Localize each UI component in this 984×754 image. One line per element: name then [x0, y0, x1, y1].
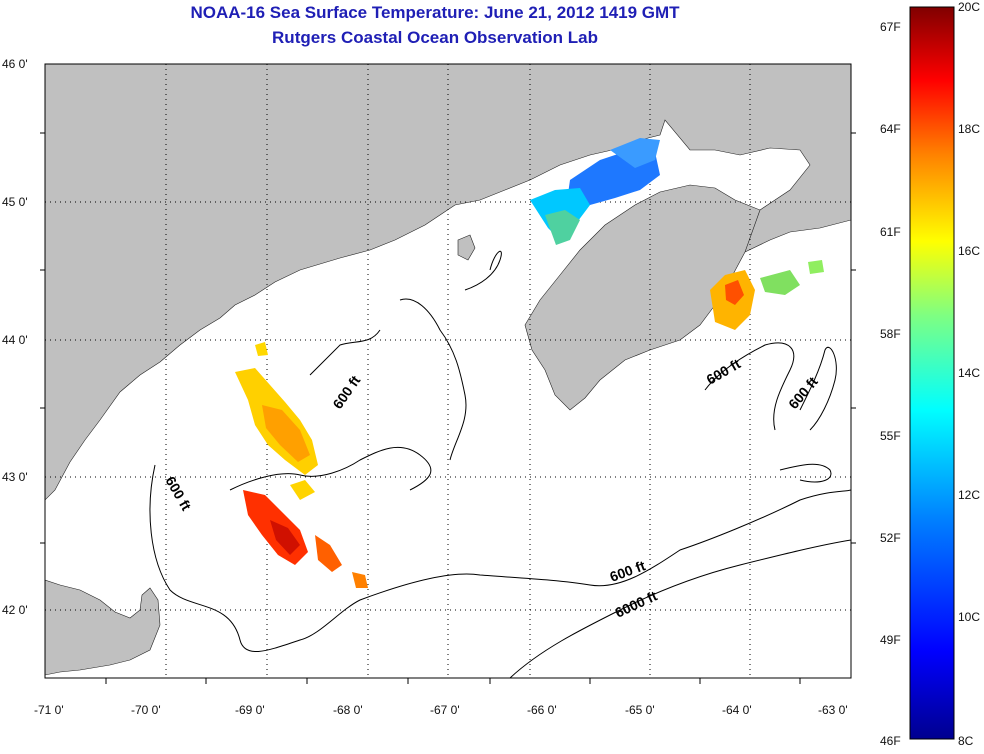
cbar-f-58: 58F	[880, 327, 901, 341]
lon-label-63: -63 0'	[818, 703, 848, 717]
sst-patches-fundy	[530, 138, 660, 245]
cbar-f-49: 49F	[880, 633, 901, 647]
lon-label-64: -64 0'	[722, 703, 752, 717]
lon-label-69: -69 0'	[235, 703, 265, 717]
lon-label-66: -66 0'	[527, 703, 557, 717]
sst-patches-gom	[235, 342, 368, 588]
lon-label-71: -71 0'	[34, 703, 64, 717]
cbar-f-55: 55F	[880, 429, 901, 443]
cbar-c-20: 20C	[958, 0, 981, 14]
island-land	[457, 234, 476, 261]
depth-contours	[149, 250, 851, 678]
cbar-c-8: 8C	[958, 734, 974, 748]
sst-patches-ns	[710, 260, 824, 330]
lon-label-70: -70 0'	[131, 703, 161, 717]
cbar-f-61: 61F	[880, 225, 901, 239]
cbar-f-64: 64F	[880, 122, 901, 136]
chart-subtitle: Rutgers Coastal Ocean Observation Lab	[272, 28, 598, 47]
cape-cod-land	[45, 579, 161, 676]
chart-title: NOAA-16 Sea Surface Temperature: June 21…	[190, 3, 680, 22]
cbar-f-67: 67F	[880, 20, 901, 34]
cbar-c-18: 18C	[958, 122, 981, 136]
cbar-c-14: 14C	[958, 366, 981, 380]
cbar-f-52: 52F	[880, 531, 901, 545]
map-frame	[44, 63, 852, 679]
lat-label-44: 44 0'	[2, 333, 28, 347]
lat-label-45: 45 0'	[2, 195, 28, 209]
frame-ticks	[40, 132, 856, 684]
cbar-f-46: 46F	[880, 734, 901, 748]
lat-label-42: 42 0'	[2, 603, 28, 617]
lon-label-67: -67 0'	[430, 703, 460, 717]
lon-label-65: -65 0'	[625, 703, 655, 717]
colorbar-ramp	[909, 6, 955, 740]
lat-label-46: 46 0'	[2, 57, 28, 71]
cbar-c-12: 12C	[958, 488, 981, 502]
cbar-c-10: 10C	[958, 610, 981, 624]
lon-label-68: -68 0'	[333, 703, 363, 717]
lat-label-43: 43 0'	[2, 470, 28, 484]
cbar-c-16: 16C	[958, 244, 981, 258]
